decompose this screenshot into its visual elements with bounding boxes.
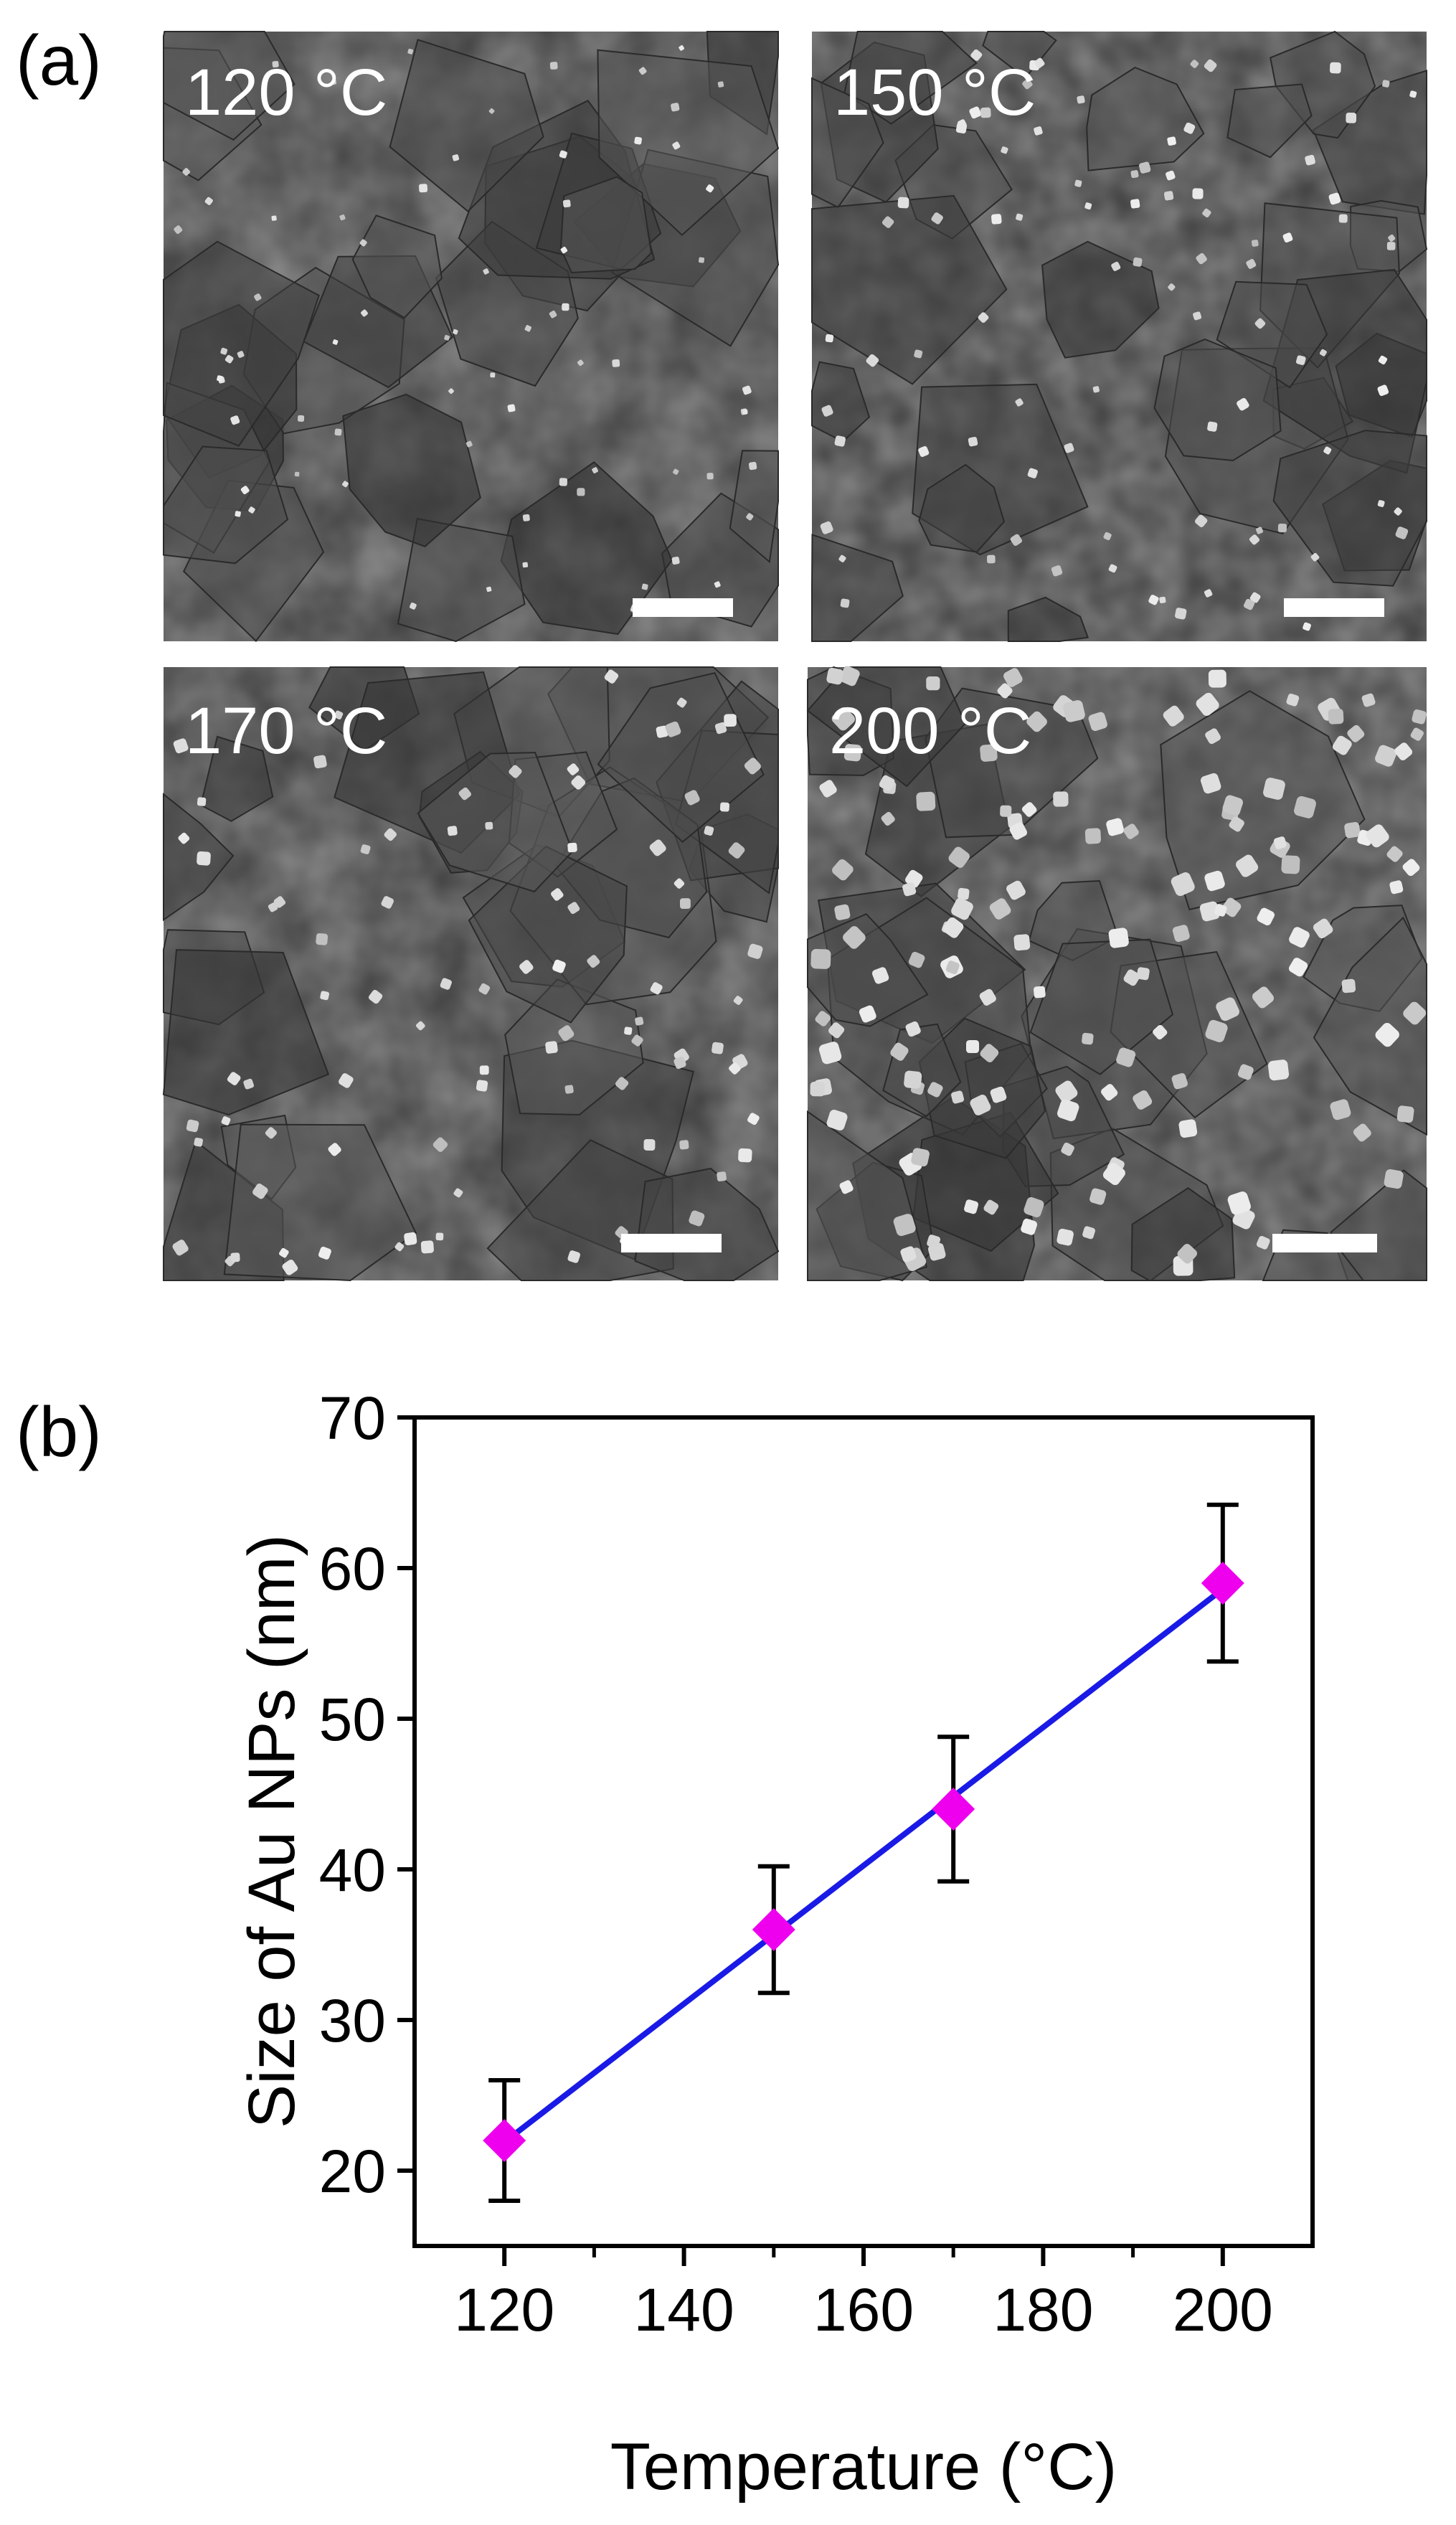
x-tick-label-120: 120 <box>454 2276 554 2344</box>
y-tick-label-40: 40 <box>319 1836 386 1904</box>
y-tick-label-50: 50 <box>319 1686 386 1753</box>
sem-image-170: 170 °C <box>162 666 780 1282</box>
y-tick-label-30: 30 <box>319 1987 386 2054</box>
y-axis-label: Size of Au NPs (nm) <box>235 1534 308 2128</box>
linear-fit-line <box>502 1587 1225 2145</box>
sem-image-200: 200 °C <box>806 666 1427 1282</box>
nanoparticles-200 <box>806 666 1427 1282</box>
scale-bar-120 <box>633 598 733 617</box>
x-axis-label: Temperature (°C) <box>610 2430 1117 2503</box>
panel-a-label: (a) <box>16 21 102 100</box>
sem-label-120: 120 °C <box>185 56 387 129</box>
nanoparticles-150 <box>811 30 1428 642</box>
data-point-120 <box>483 2119 526 2162</box>
x-tick-label-160: 160 <box>813 2276 914 2344</box>
x-tick-label-200: 200 <box>1173 2276 1273 2344</box>
sem-label-150: 150 °C <box>833 56 1036 129</box>
y-tick-label-70: 70 <box>319 1384 386 1452</box>
y-tick-label-20: 20 <box>319 2138 386 2205</box>
nanoparticles-120 <box>162 31 780 643</box>
data-point-170 <box>932 1788 975 1831</box>
y-tick-label-60: 60 <box>319 1535 386 1603</box>
data-point-150 <box>752 1908 795 1951</box>
data-point-200 <box>1201 1562 1244 1605</box>
scale-bar-150 <box>1284 598 1384 617</box>
plot-frame <box>412 1415 1315 2248</box>
scale-bar-170 <box>621 1234 722 1252</box>
sem-image-150: 150 °C <box>811 30 1428 642</box>
nanoparticles-170 <box>162 666 780 1282</box>
sem-label-200: 200 °C <box>829 694 1031 768</box>
panel-b-label: (b) <box>16 1392 102 1471</box>
scale-bar-200 <box>1272 1234 1377 1252</box>
size-vs-temperature-chart: 20 30 40 50 60 70 120 140 160 180 200 Temperature… <box>235 1384 1315 2503</box>
x-tick-label-180: 180 <box>993 2276 1093 2344</box>
sem-label-170: 170 °C <box>185 694 387 768</box>
sem-image-120: 120 °C <box>162 31 780 643</box>
x-tick-label-140: 140 <box>634 2276 734 2344</box>
